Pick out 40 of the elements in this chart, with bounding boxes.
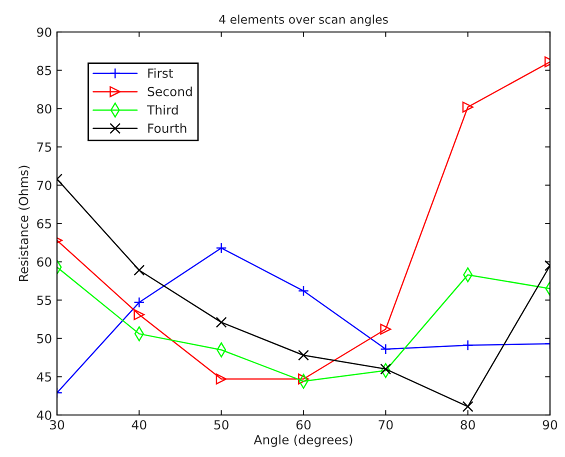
x-tick-label: 90 — [542, 420, 558, 430]
x-tick-label: 50 — [214, 420, 228, 430]
point — [462, 102, 474, 113]
point — [462, 401, 474, 412]
x-axis-title: Angle (degrees) — [254, 434, 352, 447]
legend-label: Second — [148, 86, 192, 96]
point — [380, 364, 392, 375]
y-tick-label: 80 — [37, 104, 52, 114]
y-axis-title: Resistance (Ohms) — [18, 166, 30, 282]
point — [298, 350, 309, 361]
point — [380, 324, 392, 335]
y-tick-label: 55 — [37, 296, 52, 306]
point — [134, 264, 145, 276]
y-tick-label: 50 — [37, 334, 52, 344]
point — [216, 242, 227, 254]
point — [380, 344, 392, 355]
point — [298, 285, 309, 296]
y-tick-label: 60 — [37, 257, 52, 267]
point — [216, 316, 227, 328]
chart-title: 4 elements over scan angles — [219, 14, 388, 26]
legend-label: Third — [146, 104, 178, 115]
y-tick-label: 45 — [36, 372, 52, 382]
y-tick-label: 70 — [37, 180, 52, 190]
x-tick-label: 60 — [296, 420, 311, 430]
legend-label: Fourth — [148, 123, 186, 133]
y-tick-label: 40 — [36, 410, 52, 420]
x-tick-label: 40 — [132, 420, 146, 430]
y-tick-label: 75 — [37, 142, 52, 152]
y-tick-label: 65 — [37, 218, 52, 228]
point — [134, 296, 145, 308]
point — [216, 374, 227, 384]
y-tick-label: 85 — [37, 66, 52, 76]
legend-label: First — [148, 68, 174, 78]
x-tick-label: 30 — [50, 420, 64, 430]
x-tick-label: 70 — [378, 420, 393, 430]
x-tick-label: 80 — [460, 420, 475, 430]
point — [462, 340, 474, 351]
y-tick-label: 90 — [37, 27, 52, 37]
point — [134, 309, 145, 320]
point — [298, 374, 309, 384]
